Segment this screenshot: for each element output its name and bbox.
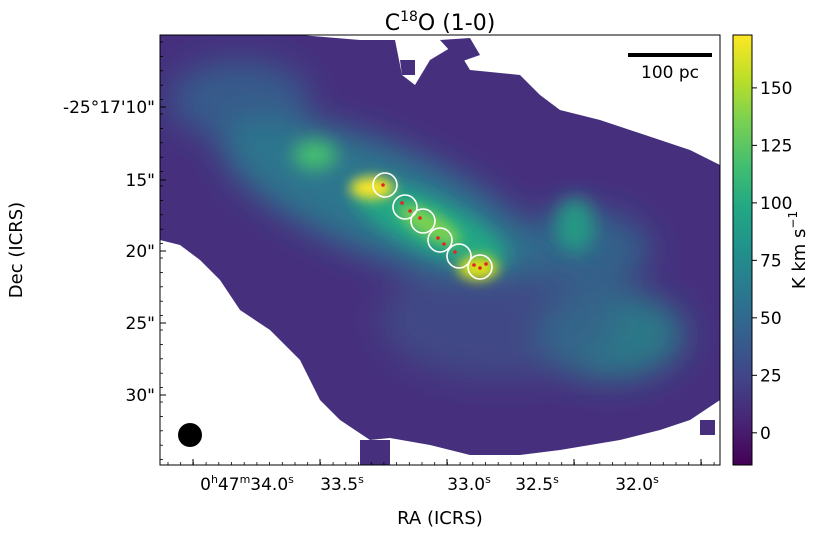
x-tick-label: 33.0s [447,473,491,495]
aperture-circle [467,254,493,280]
red-points [381,183,488,270]
y-axis-minor [160,41,163,461]
source-point [400,201,404,205]
source-point [436,236,440,240]
x-tick-label: 0h47m34.0s [200,473,294,495]
scale-bar-label: 100 pc [641,63,699,83]
source-point [472,263,476,267]
colorbar-tick-label: 150 [760,79,792,99]
colorbar-tick-label: 100 [760,194,792,214]
source-point [442,242,446,246]
circle-markers [372,172,493,280]
heatmap-plot: 100 pc [160,35,720,465]
emission-fragment [185,195,200,210]
aperture-circle [372,172,398,198]
colorbar-label: K km s−1 [786,211,810,289]
aperture-circle [446,243,472,269]
source-point [418,216,422,220]
x-tick-label: 32.0s [615,473,659,495]
source-point [381,183,385,187]
aperture-circle [427,227,453,253]
beam-marker [178,423,202,447]
x-axis-minor [167,462,715,465]
colorbar-tick-label: 0 [760,424,771,444]
plot-frame [159,34,721,466]
source-point [478,266,482,270]
colorbar [732,34,753,466]
y-tick-label: 30" [126,386,155,406]
x-tick-label: 32.5s [515,473,559,495]
x-tick-label: 33.5s [320,473,364,495]
y-tick-label: -25°17'10" [63,98,155,118]
source-point [408,209,412,213]
colorbar-tick-label: 75 [760,251,782,271]
colorbar-tick-label: 125 [760,136,792,156]
emission-fragment [360,440,390,465]
emission-fragment [400,60,415,75]
y-axis [160,106,166,396]
emission-region [160,35,720,465]
y-axis-label: Dec (ICRS) [6,202,27,298]
colorbar-tick-label: 25 [760,366,782,386]
emission-fragment [700,420,715,435]
x-axis-label: RA (ICRS) [397,508,483,529]
source-point [453,250,457,254]
colorbar-ticks: 0 25 50 75 100 125 150 [752,79,792,444]
aperture-circle [392,194,418,220]
emission-fragment [440,38,480,62]
chart-title: C18O (1-0) [385,9,496,36]
y-tick-label: 20" [126,242,155,262]
source-point [484,262,488,266]
colorbar-tick-label: 50 [760,309,782,329]
y-tick-label: 15" [126,171,155,191]
aperture-circle [410,208,436,234]
y-tick-label: 25" [126,314,155,334]
